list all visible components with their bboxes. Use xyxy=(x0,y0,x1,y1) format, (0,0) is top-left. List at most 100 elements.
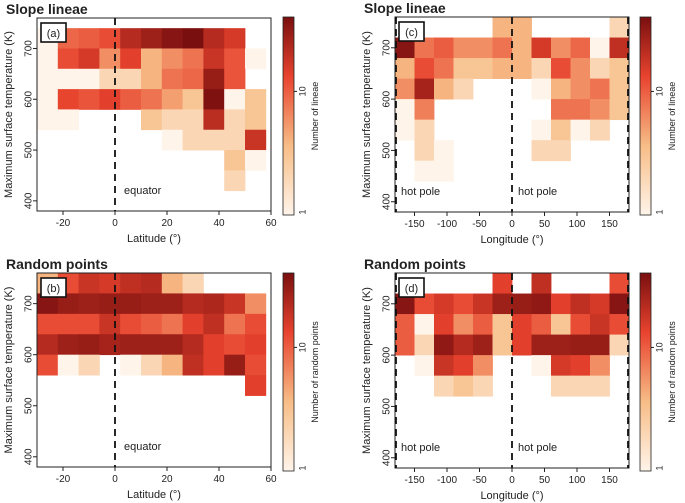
heatmap-cell xyxy=(78,354,100,376)
heatmap-cell xyxy=(434,160,454,182)
panel-d: Random points -150 -100 -50 0 50 100 150 400 500 6… xyxy=(361,256,677,502)
x-tick-label: 50 xyxy=(539,219,551,230)
heatmap-cell xyxy=(203,354,225,376)
heatmap-cell xyxy=(395,293,415,315)
x-tick-label: 40 xyxy=(213,218,225,229)
y-tick-label: 600 xyxy=(24,90,35,107)
heatmap-cell xyxy=(492,58,513,79)
x-axis-label: Longitude (°) xyxy=(480,234,543,246)
heatmap-cell xyxy=(492,314,513,335)
heatmap-cell xyxy=(473,58,493,79)
heatmap-cell xyxy=(414,140,435,162)
heatmap-cell xyxy=(120,28,142,49)
panel-label-box xyxy=(40,277,67,298)
y-axis-label: Maximum surface temperature (K) xyxy=(361,31,373,198)
heatmap-cell xyxy=(531,293,552,315)
y-tick-label: 700 xyxy=(24,40,35,57)
heatmap-cell xyxy=(395,58,415,79)
heatmap-cell xyxy=(141,28,163,49)
colorbar-tick-label: 10 xyxy=(654,86,664,96)
heatmap-cell xyxy=(224,89,246,110)
heatmap-cell xyxy=(141,48,163,70)
heatmap-cell xyxy=(492,17,513,38)
heatmap-cell xyxy=(609,17,630,38)
heatmap-cell xyxy=(161,334,183,356)
heatmap-cell xyxy=(37,68,59,90)
x-tick-label: -50 xyxy=(472,475,487,486)
heatmap-cell xyxy=(120,293,142,315)
x-tick-label: -20 xyxy=(56,474,71,485)
heatmap-cell xyxy=(531,355,552,377)
heatmap-cell xyxy=(590,58,610,79)
heatmap-cell xyxy=(37,334,59,356)
heatmap-cell xyxy=(182,89,204,110)
heatmap-cell xyxy=(182,109,204,131)
x-tick-label: -150 xyxy=(404,219,424,230)
heatmap-cell xyxy=(141,273,163,294)
heatmap-cell xyxy=(453,58,474,79)
y-tick-label: 600 xyxy=(382,90,393,107)
heatmap-cell xyxy=(99,68,121,90)
heatmap-cell xyxy=(590,99,610,121)
heatmap-cell xyxy=(453,293,474,315)
heatmap-cell xyxy=(99,334,121,356)
colorbar-tick-label: 1 xyxy=(654,465,664,470)
heatmap-cell xyxy=(182,68,204,90)
heatmap-cell xyxy=(414,119,435,141)
heatmap-cell xyxy=(203,293,225,315)
colorbar-tick-label: 10 xyxy=(297,342,307,352)
colorbar xyxy=(282,16,295,216)
heatmap-cell xyxy=(224,129,246,151)
heatmap-cell xyxy=(414,99,435,121)
heatmap-cell xyxy=(551,119,571,141)
y-tick-label: 700 xyxy=(382,39,393,56)
heatmap-cell xyxy=(37,293,59,315)
colorbar-label: Number of random points xyxy=(667,321,677,423)
colorbar-tick-label: 1 xyxy=(297,209,307,214)
hot-pole-annotation: hot pole xyxy=(401,186,440,198)
heatmap-cell xyxy=(434,78,454,100)
y-tick-label: 500 xyxy=(24,141,35,158)
y-tick-label: 500 xyxy=(382,398,393,415)
y-axis-label: Maximum surface temperature (K) xyxy=(3,287,15,454)
heatmap-cell xyxy=(37,354,59,376)
heatmap-cell xyxy=(245,129,267,151)
heatmap-cell xyxy=(161,354,183,376)
heatmap-cell xyxy=(434,314,454,335)
heatmap-cell xyxy=(245,354,267,376)
heatmap-cell xyxy=(512,17,532,38)
heatmap-cell xyxy=(245,334,267,356)
heatmap-cell xyxy=(182,28,204,49)
heatmap-cell xyxy=(570,334,591,356)
x-tick-label: -50 xyxy=(472,219,487,230)
heatmap-cell xyxy=(590,293,610,315)
heatmap-cell xyxy=(161,129,183,151)
heatmap-cell xyxy=(531,334,552,356)
heatmap-cell xyxy=(99,89,121,110)
heatmap-cell xyxy=(245,89,267,110)
heatmap-cell xyxy=(182,313,204,335)
heatmap-cell xyxy=(551,314,571,335)
heatmap-cell xyxy=(245,48,267,70)
heatmap-cell xyxy=(453,375,474,397)
heatmap-cell xyxy=(141,293,163,315)
heatmap-cell xyxy=(182,273,204,294)
heatmap-cell xyxy=(551,99,571,121)
heatmap-cell xyxy=(590,78,610,100)
heatmap-cell xyxy=(141,89,163,110)
heatmap-cell xyxy=(473,37,493,59)
x-tick-label: 150 xyxy=(601,219,618,230)
y-tick-label: 400 xyxy=(382,193,393,210)
heatmap-cell xyxy=(531,314,552,335)
heatmap-cell xyxy=(531,37,552,59)
heatmap-cell xyxy=(203,129,225,151)
heatmap-cell xyxy=(570,99,591,121)
heatmap-cell xyxy=(453,314,474,335)
heatmap-cell xyxy=(120,48,142,70)
heatmap-cell xyxy=(473,334,493,356)
colorbar-tick-label: 1 xyxy=(297,465,307,470)
heatmap-cell xyxy=(161,313,183,335)
plot-frame xyxy=(36,17,272,212)
heatmap-cell xyxy=(245,150,267,171)
heatmap-cell xyxy=(551,355,571,377)
